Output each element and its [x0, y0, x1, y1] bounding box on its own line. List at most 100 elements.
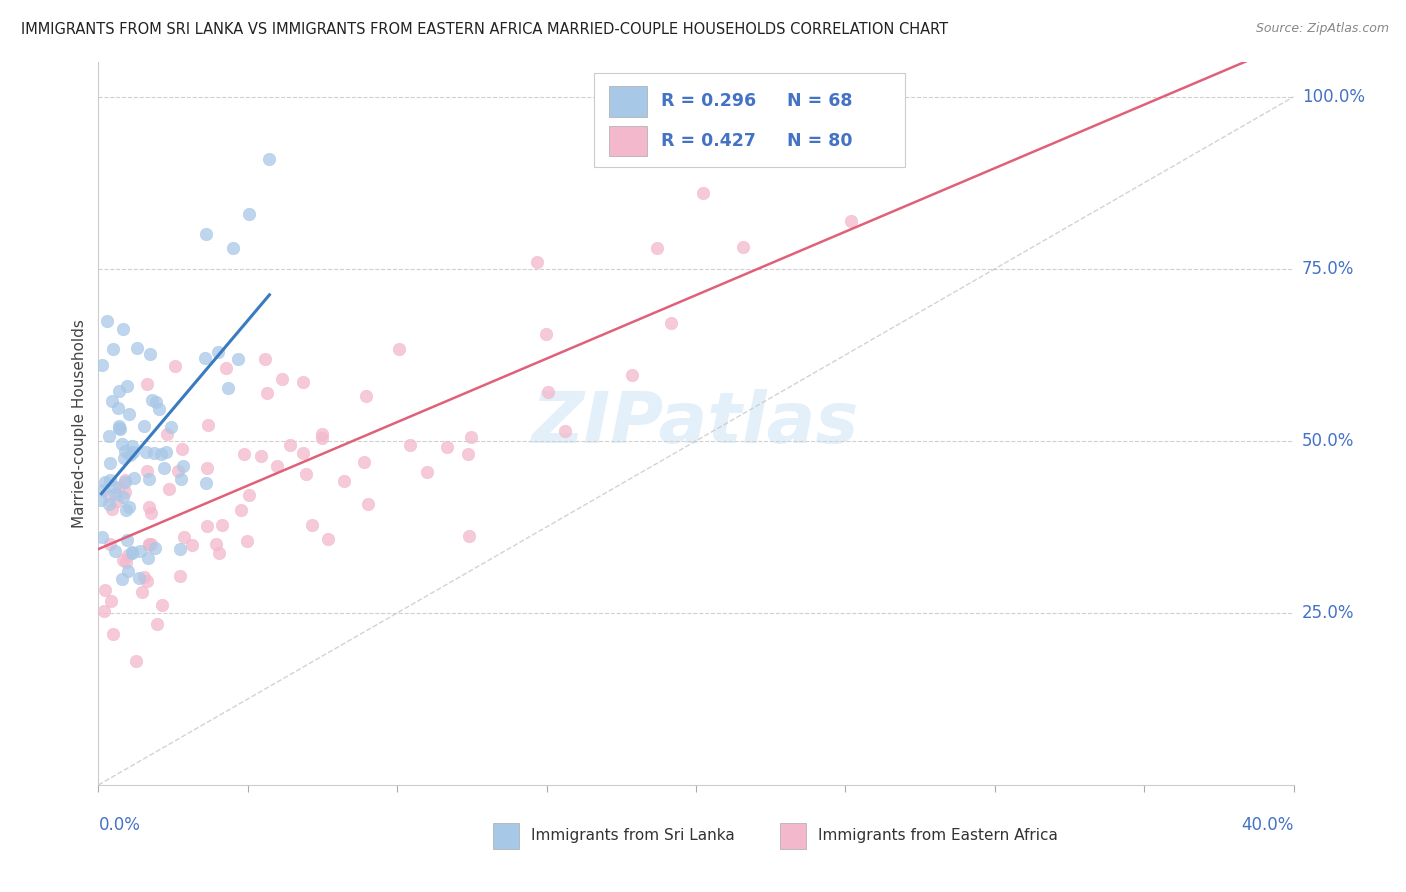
Point	[172, 458, 194, 473]
Point	[118, 448, 141, 462]
Point	[131, 584, 153, 599]
Point	[148, 401, 170, 416]
Point	[138, 538, 160, 552]
Point	[111, 491, 134, 505]
Point	[114, 474, 136, 488]
Point	[160, 420, 183, 434]
FancyBboxPatch shape	[609, 126, 647, 156]
Point	[211, 518, 233, 533]
Point	[101, 343, 124, 357]
Point	[271, 372, 294, 386]
Text: N = 68: N = 68	[787, 93, 852, 111]
Point	[537, 385, 560, 400]
Point	[135, 574, 157, 589]
Point	[333, 474, 356, 488]
Point	[97, 497, 120, 511]
Point	[357, 497, 380, 511]
Point	[278, 438, 301, 452]
Point	[316, 532, 339, 546]
Text: Immigrants from Sri Lanka: Immigrants from Sri Lanka	[531, 829, 735, 844]
Point	[91, 358, 114, 372]
Point	[204, 537, 226, 551]
Point	[399, 438, 422, 452]
Point	[111, 572, 134, 586]
Point	[105, 493, 128, 508]
Point	[115, 533, 138, 547]
Point	[256, 386, 278, 401]
Point	[115, 378, 138, 392]
Point	[139, 536, 162, 550]
FancyBboxPatch shape	[609, 87, 647, 117]
Point	[128, 543, 150, 558]
Point	[100, 473, 122, 487]
Point	[142, 446, 165, 460]
Point	[98, 489, 121, 503]
Point	[136, 464, 159, 478]
Point	[217, 381, 239, 395]
Point	[111, 437, 134, 451]
Point	[114, 484, 136, 499]
Point	[157, 482, 180, 496]
Point	[138, 472, 160, 486]
Text: 40.0%: 40.0%	[1241, 815, 1294, 833]
Point	[141, 506, 163, 520]
Point	[194, 227, 217, 242]
Point	[266, 459, 288, 474]
Point	[295, 467, 318, 481]
Point	[155, 445, 177, 459]
Text: 25.0%: 25.0%	[1302, 604, 1354, 622]
Point	[108, 418, 131, 433]
Point	[526, 254, 548, 268]
FancyBboxPatch shape	[494, 823, 519, 848]
Point	[311, 426, 333, 441]
Point	[101, 626, 124, 640]
Point	[226, 352, 249, 367]
Point	[458, 529, 481, 543]
Point	[415, 465, 437, 479]
Point	[136, 550, 159, 565]
Text: 100.0%: 100.0%	[1302, 87, 1365, 106]
Point	[122, 470, 145, 484]
Text: R = 0.427: R = 0.427	[661, 132, 756, 150]
Point	[114, 475, 136, 489]
Point	[98, 456, 121, 470]
Point	[222, 241, 245, 255]
Point	[112, 450, 135, 465]
Point	[233, 447, 256, 461]
Point	[236, 534, 259, 549]
FancyBboxPatch shape	[595, 73, 905, 167]
Point	[122, 444, 145, 458]
Point	[195, 475, 218, 490]
Text: R = 0.296: R = 0.296	[661, 93, 756, 111]
Point	[115, 555, 138, 569]
Text: Immigrants from Eastern Africa: Immigrants from Eastern Africa	[818, 829, 1057, 844]
Point	[208, 545, 231, 559]
Point	[121, 439, 143, 453]
Point	[121, 545, 143, 559]
Point	[301, 517, 323, 532]
Point	[149, 447, 172, 461]
Point	[145, 616, 167, 631]
Point	[354, 389, 377, 403]
Point	[150, 598, 173, 612]
Point	[134, 570, 156, 584]
Point	[115, 503, 138, 517]
Point	[169, 542, 191, 557]
Point	[536, 327, 558, 342]
Point	[108, 422, 131, 436]
Point	[91, 483, 114, 497]
Point	[457, 447, 479, 461]
Point	[135, 444, 157, 458]
Point	[259, 152, 281, 166]
Point	[138, 537, 160, 551]
Point	[94, 475, 117, 489]
Point	[311, 431, 333, 445]
Point	[90, 492, 112, 507]
Text: 0.0%: 0.0%	[98, 815, 141, 833]
Point	[132, 418, 155, 433]
Point	[103, 480, 125, 494]
Point	[125, 654, 148, 668]
Point	[104, 487, 127, 501]
Point	[156, 427, 179, 442]
Point	[215, 361, 238, 376]
